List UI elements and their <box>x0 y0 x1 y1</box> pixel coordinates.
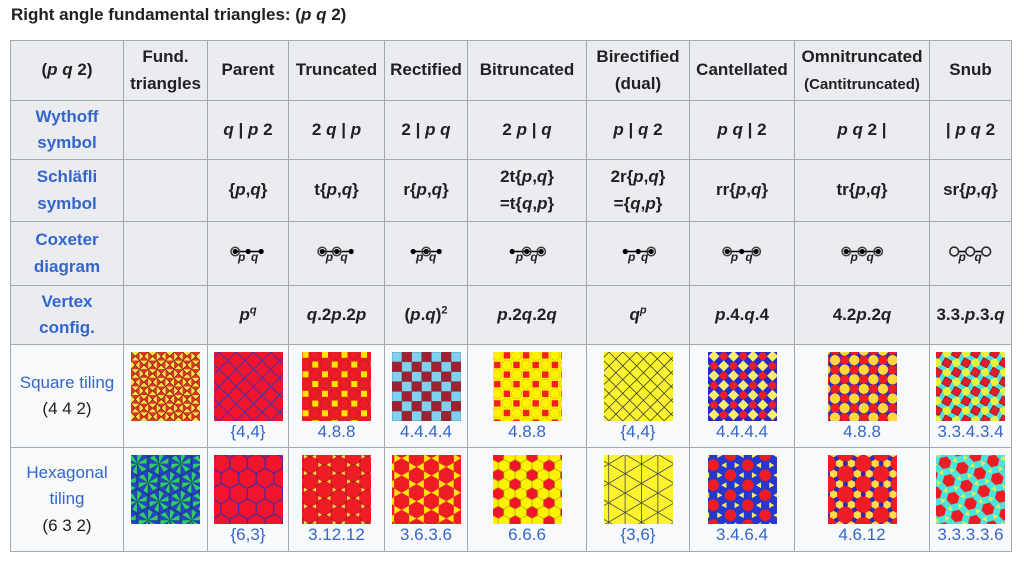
svg-text:p: p <box>415 250 423 264</box>
svg-text:p: p <box>627 250 635 264</box>
svg-text:q: q <box>975 250 983 264</box>
svg-text:q: q <box>530 250 538 264</box>
svg-text:p: p <box>730 250 738 264</box>
svg-text:q: q <box>866 250 874 264</box>
svg-text:q: q <box>340 250 348 264</box>
svg-text:p: p <box>515 250 523 264</box>
svg-text:p: p <box>849 250 857 264</box>
svg-text:q: q <box>429 250 437 264</box>
svg-text:p: p <box>324 250 332 264</box>
svg-text:p: p <box>958 250 966 264</box>
svg-text:p: p <box>237 250 245 264</box>
svg-text:q: q <box>641 250 649 264</box>
svg-text:q: q <box>251 250 259 264</box>
svg-text:q: q <box>745 250 753 264</box>
